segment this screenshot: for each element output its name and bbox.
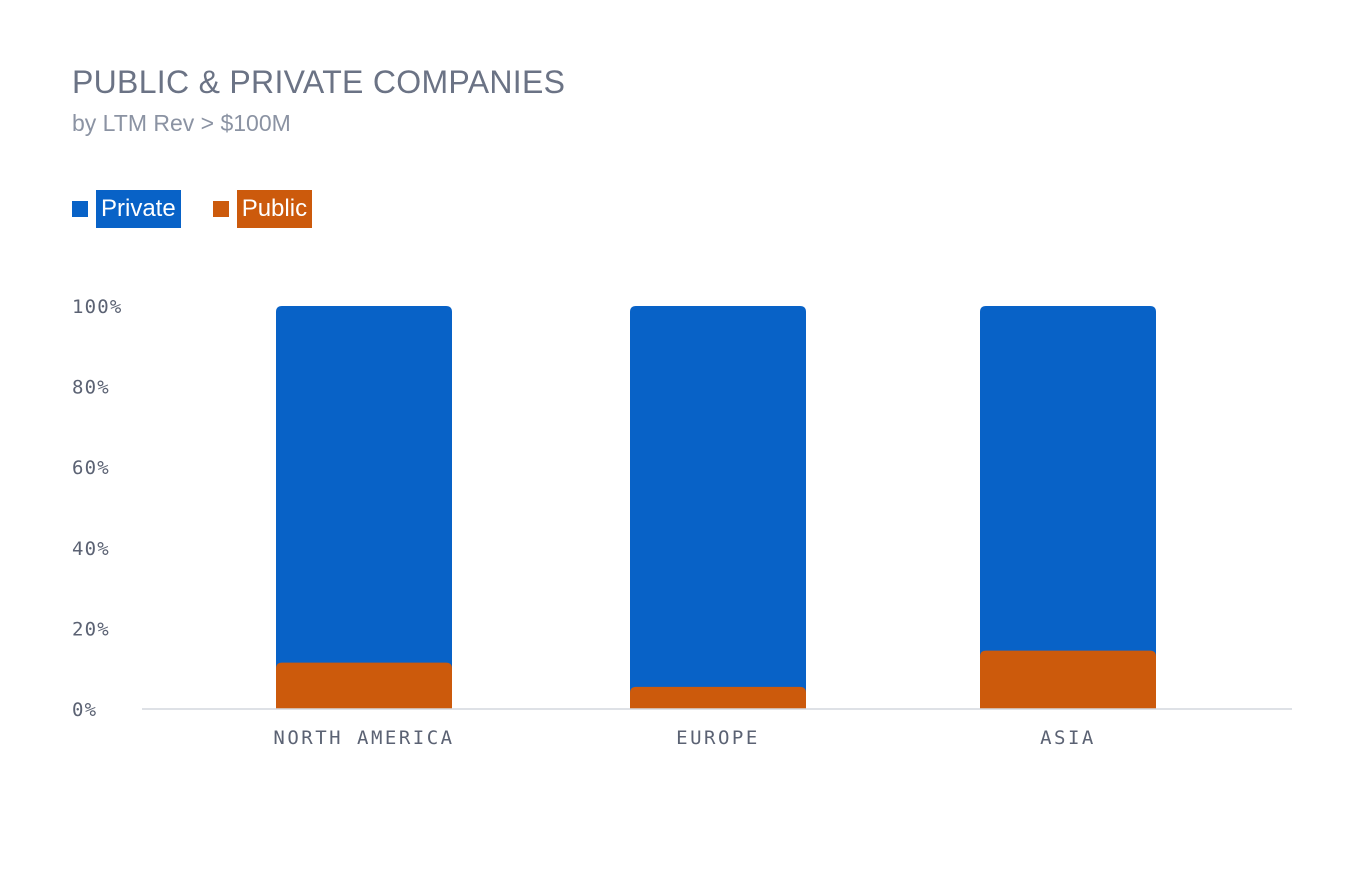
y-tick-label: 0% [72, 699, 97, 721]
bar-private-north-america [276, 306, 452, 709]
bar-public-asia [980, 650, 1156, 709]
bar-private-asia [980, 306, 1156, 709]
chart-title: PUBLIC & PRIVATE COMPANIES [72, 64, 566, 100]
bar-public-europe [630, 686, 806, 709]
y-tick-label: 20% [72, 618, 110, 640]
bar-private-europe [630, 306, 806, 709]
y-tick-label: 80% [72, 377, 110, 399]
legend-swatch-private [72, 201, 88, 217]
legend-swatch-public [212, 201, 229, 217]
x-tick-label: ASIA [1040, 727, 1096, 749]
chart-legend: Private Public [72, 190, 344, 228]
y-tick-label: 40% [72, 538, 110, 560]
legend-item-public[interactable]: Public [212, 190, 313, 228]
y-tick-label: 60% [72, 457, 110, 479]
bar-public-north-america [276, 662, 452, 709]
x-tick-label: NORTH AMERICA [273, 727, 454, 749]
legend-label-private: Private [96, 190, 181, 228]
y-tick-label: 100% [72, 296, 123, 318]
legend-label-public: Public [236, 190, 313, 228]
x-tick-label: EUROPE [676, 727, 760, 749]
chart-subtitle: by LTM Rev > $100M [72, 110, 291, 136]
legend-item-private[interactable]: Private [72, 190, 181, 228]
